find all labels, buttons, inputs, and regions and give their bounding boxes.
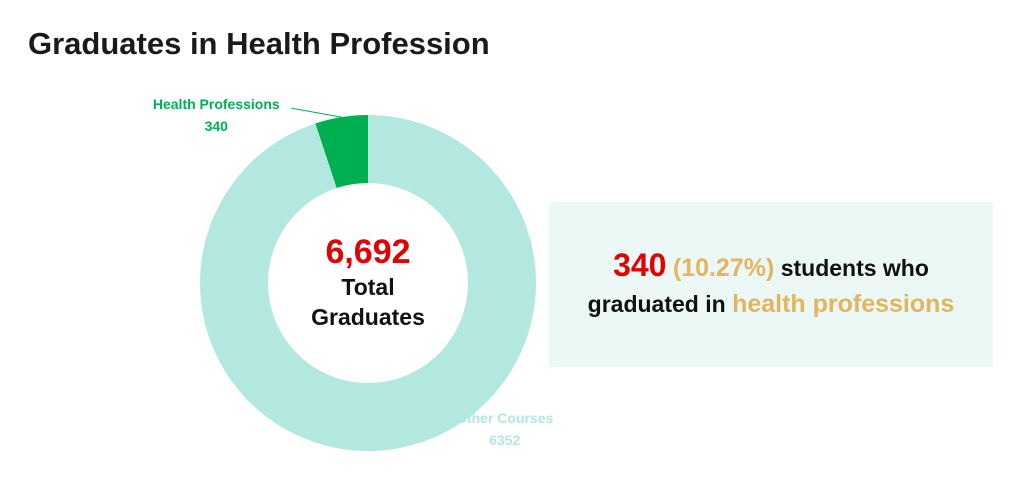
center-summary: 6,692 Total Graduates bbox=[268, 232, 468, 332]
center-value: 6,692 bbox=[325, 233, 411, 271]
data-label-value: 340 bbox=[205, 118, 229, 134]
donut-slice bbox=[200, 115, 536, 451]
center-label: Total Graduates bbox=[311, 274, 425, 330]
callout-text: graduated in bbox=[587, 291, 726, 317]
callout-highlight: health professions bbox=[732, 290, 955, 318]
chart-title: Graduates in Health Profession bbox=[28, 26, 490, 61]
callout: 340 (10.27%) students who graduated in h… bbox=[549, 202, 993, 367]
data-label-name: Other Courses bbox=[456, 410, 553, 426]
data-label-name: Health Professions bbox=[153, 96, 280, 112]
donut-slice bbox=[315, 115, 368, 189]
callout-percent: (10.27%) bbox=[672, 254, 775, 282]
callout-number: 340 bbox=[613, 247, 667, 283]
leader-line bbox=[394, 430, 445, 450]
leader-line bbox=[291, 107, 342, 118]
callout-text: students who bbox=[780, 255, 929, 281]
callout-line: graduated in health professions bbox=[588, 286, 955, 322]
callout-line: 340 (10.27%) students who bbox=[613, 247, 929, 286]
data-label-value: 6352 bbox=[489, 432, 520, 448]
